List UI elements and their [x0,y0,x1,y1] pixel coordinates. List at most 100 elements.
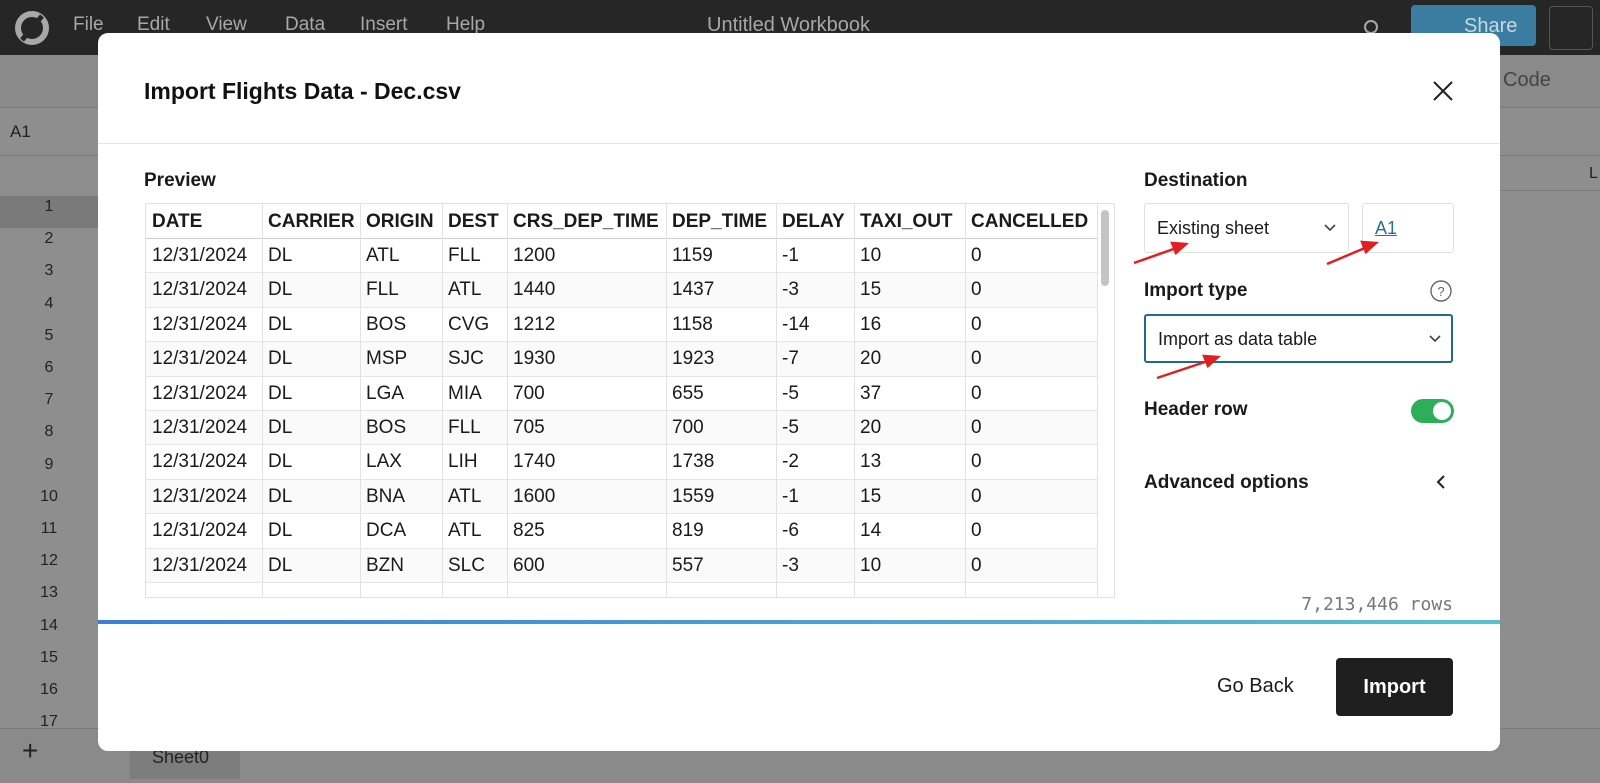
preview-label: Preview [144,170,216,191]
preview-table: DATE CARRIER ORIGIN DEST CRS_DEP_TIME DEP_TIM… [145,203,1115,598]
menu-item[interactable]: Edit [137,14,170,35]
row-number: 15 [40,648,58,666]
row-number: 5 [44,326,54,344]
table-cell: SLC [448,554,485,576]
table-cell: 1930 [513,348,556,370]
table-cell: 557 [672,554,704,576]
table-cell: FLL [448,245,481,266]
table-cell: 15 [860,279,882,301]
table-cell: 12/31/2024 [152,417,248,438]
row-divider [146,238,1097,239]
column-header: L [1500,160,1600,191]
column-header: ORIGIN [366,211,434,232]
table-cell: 0 [971,485,982,507]
table-cell: ATL [448,279,482,301]
row-number: 9 [44,455,54,473]
sheet-tab-label: Sheet0 [152,747,210,767]
row-divider [146,272,1097,274]
menu-item[interactable]: File [73,14,104,35]
table-cell: 20 [860,348,882,370]
workbook-title[interactable]: Untitled Workbook [707,14,871,36]
help-icon[interactable]: ? [1429,279,1453,303]
table-cell: DL [268,485,293,507]
go-back-button[interactable]: Go Back [1217,675,1294,697]
cell-ref: A1 [10,122,31,141]
table-cell: 1559 [672,485,715,507]
table-cell: 12/31/2024 [152,348,248,370]
table-cell: 0 [971,451,982,473]
table-cell: 655 [672,382,704,404]
table-cell: 12/31/2024 [152,382,248,404]
import-type-label: Import type [1144,280,1248,301]
table-cell: 1437 [672,279,715,301]
table-cell: MSP [366,348,408,370]
row-divider [146,444,1097,446]
dialog-title: Import Flights Data - Dec.csv [144,78,461,104]
divider [98,143,1500,144]
table-cell: 12/31/2024 [152,451,248,473]
header-row-toggle[interactable] [1411,399,1454,423]
menu-item[interactable]: Data [285,14,326,35]
table-cell: -1 [782,485,799,507]
table-cell: 705 [513,417,545,438]
row-divider [146,513,1097,515]
import-button[interactable]: Import [1336,658,1453,716]
import-type-value: Import as data table [1158,329,1318,349]
row-divider [146,375,1097,377]
sheet-select-value: Existing sheet [1157,218,1270,238]
table-cell: 825 [513,520,545,542]
column-header: CRS_DEP_TIME [513,211,659,232]
table-cell: 0 [971,348,982,370]
column-divider [965,204,966,597]
row-divider [146,582,1097,583]
column-header: DATE [152,211,203,232]
add-sheet[interactable]: + [22,735,39,766]
table-cell: 1923 [672,348,715,370]
row-number: 14 [40,616,58,634]
table-cell: DL [268,451,293,473]
table-cell: BNA [366,485,406,507]
row-count: 7,213,446 rows [1301,594,1453,615]
menu-item[interactable]: Insert [360,14,408,35]
table-cell: 700 [672,417,704,438]
cell-input[interactable]: A1 [1362,203,1454,253]
table-cell: 1600 [513,485,556,507]
code-button[interactable]: Code [1503,69,1551,91]
table-cell: 600 [513,554,545,576]
share-label: Share [1464,15,1518,37]
row-divider [146,410,1097,411]
table-cell: 0 [971,313,982,335]
row-number: 3 [44,262,54,280]
table-cell: MIA [448,382,482,404]
table-cell: 15 [860,485,882,507]
table-cell: BZN [366,554,404,576]
scrollbar[interactable] [1101,210,1109,286]
chevron [1436,475,1445,489]
table-cell: 12/31/2024 [152,520,248,542]
table-cell: 13 [860,451,882,473]
column-letter: L [1589,165,1598,182]
table-cell: 10 [860,245,882,266]
column-divider [360,204,361,597]
row-number: 8 [44,423,54,441]
table-cell: -7 [782,348,799,370]
import-type-select[interactable]: Import as data table [1144,314,1453,363]
toggle-knob [1433,402,1451,420]
table-cell: ATL [448,485,482,507]
table-cell: 0 [971,520,982,542]
account-button[interactable] [1549,6,1593,50]
table-cell: 1159 [672,245,713,266]
row-stripe [146,479,1097,514]
menu-item[interactable]: Help [446,14,486,35]
advanced-options[interactable]: Advanced options [1144,472,1309,493]
table-cell: ATL [366,245,400,266]
menu-item[interactable]: View [206,14,247,35]
table-cell: FLL [366,279,399,301]
table-cell: DL [268,313,293,335]
table-cell: 819 [672,520,704,542]
close-button[interactable] [1430,78,1456,104]
sheet-select[interactable]: Existing sheet [1144,203,1349,253]
table-cell: 0 [971,245,982,266]
table-cell: 1738 [672,451,715,473]
table-cell: ATL [448,520,482,542]
